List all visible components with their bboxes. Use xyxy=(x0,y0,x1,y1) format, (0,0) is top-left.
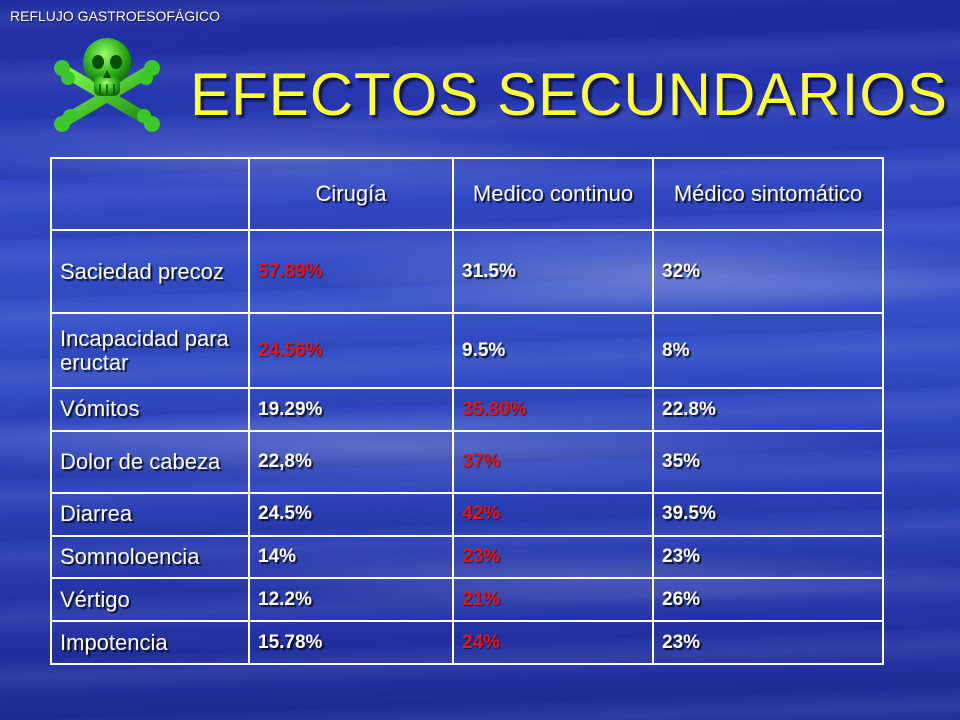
value-cell: 8% xyxy=(652,312,884,390)
value-cell: 19.29% xyxy=(248,387,454,432)
value-cell: 26% xyxy=(652,577,884,623)
table-row: Dolor de cabeza 22,8% 37% 35% xyxy=(50,429,884,494)
row-label: Saciedad precoz xyxy=(50,228,250,315)
header-empty-cell xyxy=(50,157,250,231)
table-header-row: Cirugía Medico continuo Médico sintomáti… xyxy=(50,157,884,231)
value-cell: 22.8% xyxy=(652,387,884,432)
table-row: Incapacidad para eructar 24.56% 9.5% 8% xyxy=(50,312,884,390)
value-cell: 14% xyxy=(248,534,454,580)
value-cell: 22,8% xyxy=(248,429,454,494)
value-cell: 39.5% xyxy=(652,491,884,537)
header-medico-continuo: Medico continuo xyxy=(452,157,654,231)
table-row: Saciedad precoz 57.89% 31.5% 32% xyxy=(50,228,884,315)
value-cell: 35% xyxy=(652,429,884,494)
value-cell: 24.5% xyxy=(248,491,454,537)
value-cell: 23% xyxy=(652,620,884,665)
value-cell: 23% xyxy=(652,534,884,580)
table-row: Somnoloencia 14% 23% 23% xyxy=(50,534,884,580)
table-row: Impotencia 15.78% 24% 23% xyxy=(50,620,884,665)
value-cell: 42% xyxy=(452,491,654,537)
table-row: Diarrea 24.5% 42% 39.5% xyxy=(50,491,884,537)
value-cell: 31.5% xyxy=(452,228,654,315)
row-label: Somnoloencia xyxy=(50,534,250,580)
table-row: Vómitos 19.29% 35.80% 22.8% xyxy=(50,387,884,432)
side-effects-table: Cirugía Medico continuo Médico sintomáti… xyxy=(50,157,884,665)
row-label: Vértigo xyxy=(50,577,250,623)
presentation-subject: REFLUJO GASTROESOFÁGICO xyxy=(10,8,221,24)
value-cell: 23% xyxy=(452,534,654,580)
header-cirugia: Cirugía xyxy=(248,157,454,231)
table-row: Vértigo 12.2% 21% 26% xyxy=(50,577,884,623)
value-cell: 24% xyxy=(452,620,654,665)
value-cell: 12.2% xyxy=(248,577,454,623)
slide-title: EFECTOS SECUNDARIOS xyxy=(190,61,949,128)
value-cell: 24.56% xyxy=(248,312,454,390)
row-label: Impotencia xyxy=(50,620,250,665)
row-label: Dolor de cabeza xyxy=(50,429,250,494)
value-cell: 15.78% xyxy=(248,620,454,665)
value-cell: 37% xyxy=(452,429,654,494)
value-cell: 32% xyxy=(652,228,884,315)
row-label: Incapacidad para eructar xyxy=(50,312,250,390)
value-cell: 21% xyxy=(452,577,654,623)
header-medico-sintomatico: Médico sintomático xyxy=(652,157,884,231)
value-cell: 57.89% xyxy=(248,228,454,315)
value-cell: 9.5% xyxy=(452,312,654,390)
row-label: Diarrea xyxy=(50,491,250,537)
skull-crossbones-icon xyxy=(54,38,160,132)
value-cell: 35.80% xyxy=(452,387,654,432)
row-label: Vómitos xyxy=(50,387,250,432)
